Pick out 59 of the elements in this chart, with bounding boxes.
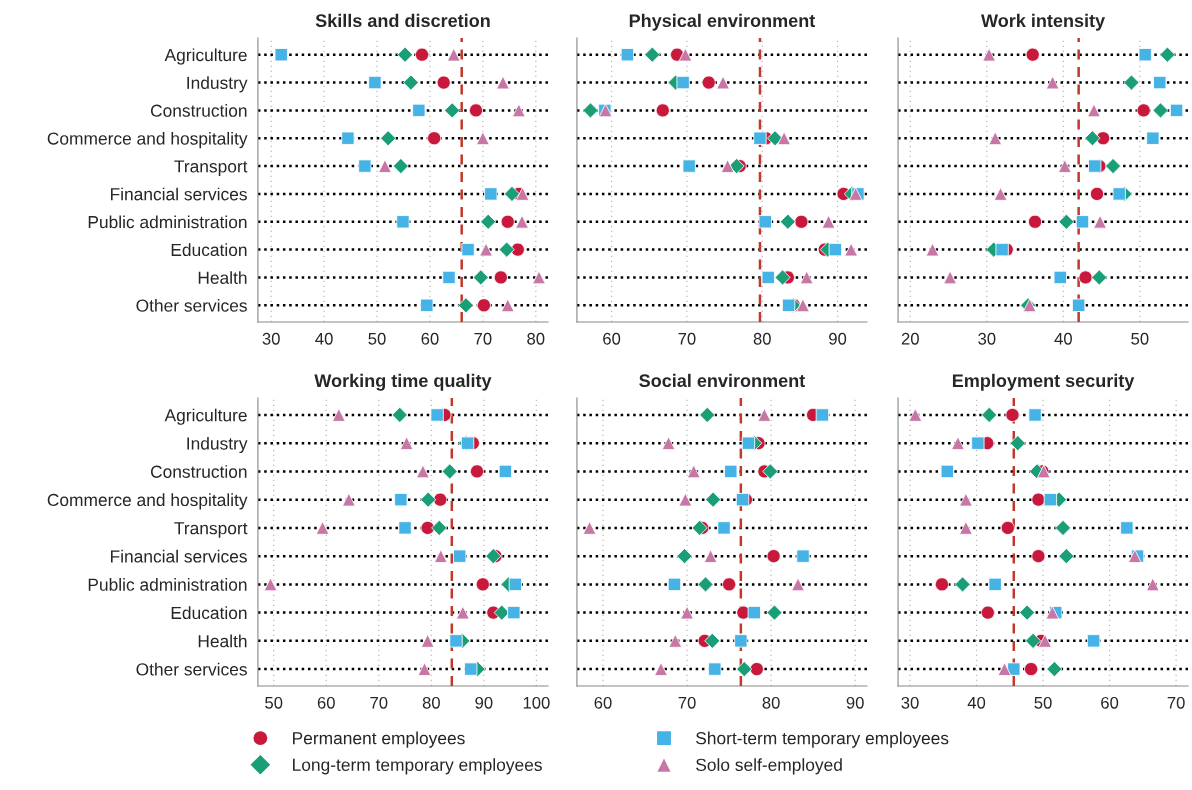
y-tick-label: Agriculture	[164, 408, 247, 425]
y-tick-label: Financial services	[110, 187, 247, 201]
x-tick-label: 60	[1101, 696, 1119, 709]
x-tick-label: 60	[594, 696, 612, 709]
x-tick-label: 80	[762, 696, 780, 709]
x-tick-label: 70	[1167, 696, 1185, 709]
legend-label: Permanent employees	[293, 731, 465, 748]
x-tick-label: 50	[1034, 696, 1052, 709]
x-tick-label: 30	[262, 332, 280, 345]
y-tick-label: Education	[171, 243, 247, 257]
x-tick-label: 70	[678, 696, 696, 709]
chart-title: Skills and discretion	[315, 13, 490, 28]
legend-label: Long-term temporary employees	[293, 758, 542, 775]
x-tick-label: 80	[422, 696, 440, 709]
x-tick-label: 70	[678, 332, 696, 345]
chart-title: Physical environment	[629, 13, 816, 31]
x-tick-label: 90	[475, 696, 493, 709]
y-tick-label: Other services	[136, 662, 247, 676]
y-tick-label: Public administration	[88, 215, 247, 229]
x-tick-label: 60	[421, 332, 439, 345]
x-tick-label: 70	[370, 696, 388, 709]
y-tick-label: Industry	[187, 76, 248, 93]
chart-title: Employment security	[952, 373, 1135, 391]
y-tick-label: Transport	[174, 522, 248, 538]
y-tick-label: Other services	[136, 299, 247, 312]
x-tick-label: 40	[1054, 332, 1072, 345]
y-tick-label: Commerce and hospitality	[47, 131, 248, 149]
y-tick-label: Agriculture	[164, 48, 247, 65]
x-tick-label: 50	[1131, 332, 1149, 345]
y-tick-label: Construction	[150, 465, 247, 478]
y-tick-label: Construction	[150, 104, 247, 117]
x-tick-label: 80	[527, 332, 545, 345]
y-tick-label: Commerce and hospitality	[47, 493, 248, 510]
x-tick-label: 20	[901, 332, 919, 345]
x-tick-label: 80	[753, 332, 771, 345]
x-tick-label: 70	[474, 332, 492, 345]
chart-title: Social environment	[639, 373, 805, 388]
y-tick-label: Financial services	[110, 549, 247, 563]
chart-title: Working time quality	[314, 373, 492, 391]
x-tick-label: 60	[317, 696, 335, 709]
x-tick-label: 30	[978, 332, 996, 345]
legend-label: Solo self-employed	[696, 758, 842, 775]
x-tick-label: 40	[967, 696, 986, 709]
y-tick-label: Transport	[174, 160, 248, 176]
y-tick-label: Health	[198, 634, 247, 648]
x-tick-label: 100	[523, 696, 550, 709]
x-tick-label: 40	[315, 332, 333, 345]
chart-title: Work intensity	[981, 13, 1106, 31]
x-tick-label: 50	[265, 696, 283, 709]
x-tick-label: 30	[901, 696, 919, 709]
legend-label: Short-term temporary employees	[696, 731, 949, 748]
y-tick-label: Education	[171, 606, 247, 620]
y-tick-label: Public administration	[88, 578, 247, 591]
y-tick-label: Health	[198, 271, 247, 284]
x-tick-label: 50	[368, 332, 386, 345]
y-tick-label: Industry	[187, 436, 248, 454]
x-tick-label: 90	[846, 696, 864, 709]
x-tick-label: 60	[603, 332, 621, 345]
x-tick-label: 90	[829, 332, 847, 345]
